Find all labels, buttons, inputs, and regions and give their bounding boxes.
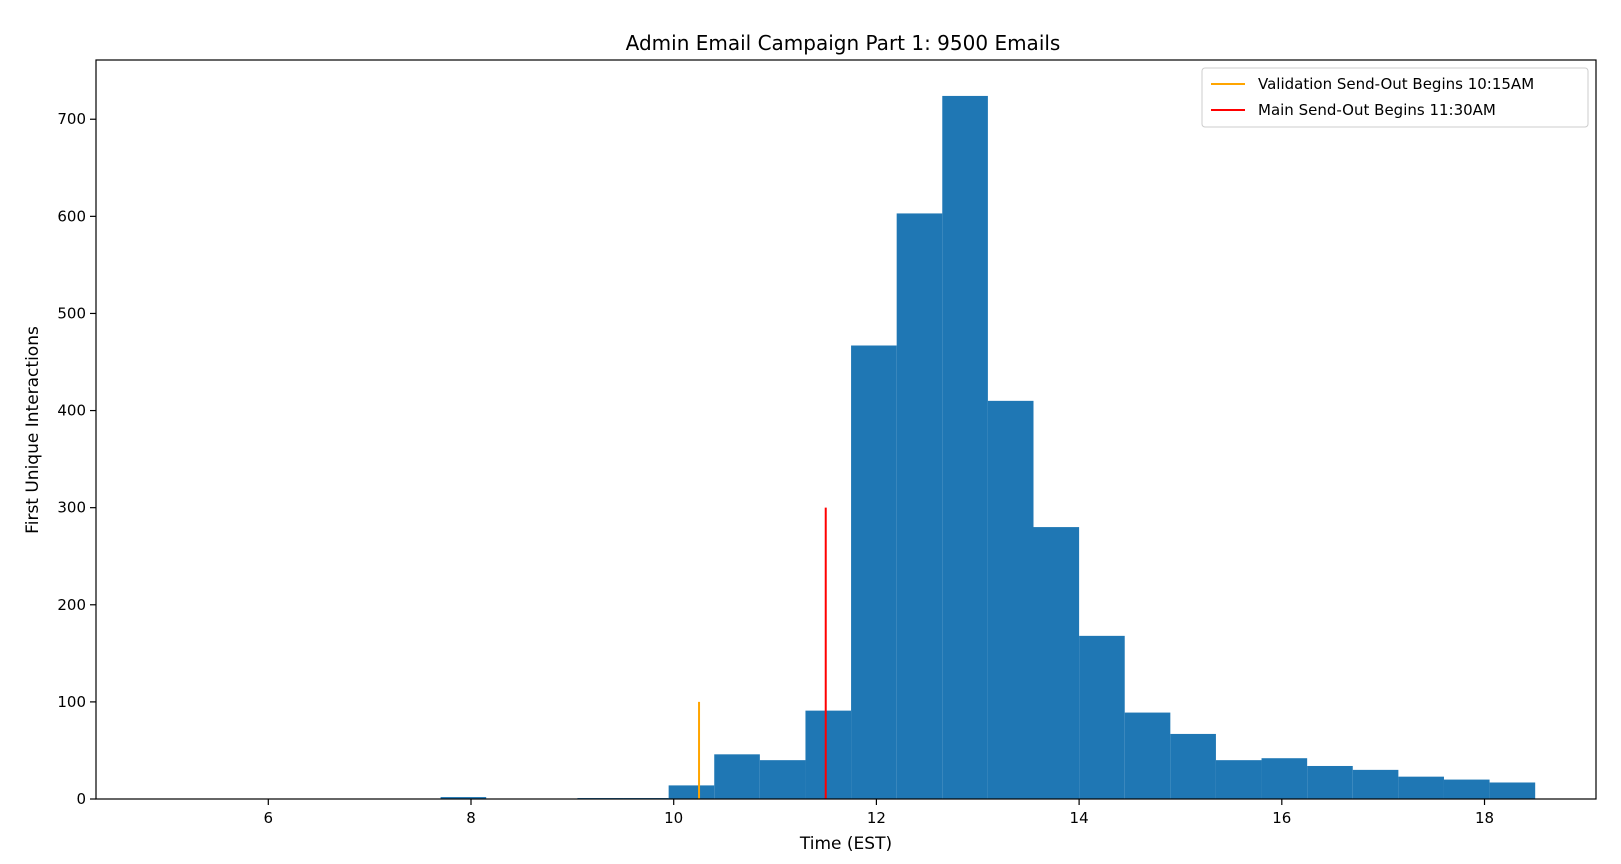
legend-label-0: Validation Send-Out Begins 10:15AM: [1258, 75, 1534, 93]
histogram-bar-9: [942, 95, 988, 800]
y-tick-label-4: 400: [57, 402, 86, 420]
histogram-bar-4: [714, 754, 760, 799]
x-axis-label: Time (EST): [799, 834, 892, 854]
histogram-bar-16: [1261, 758, 1308, 799]
legend-box: [1201, 67, 1589, 128]
x-tick-label-0: 6: [264, 809, 274, 827]
histogram-bar-10: [987, 400, 1034, 799]
x-tick-label-2: 10: [664, 809, 683, 827]
x-tick-label-3: 12: [867, 809, 886, 827]
legend-entries: Validation Send-Out Begins 10:15AM Main S…: [1211, 75, 1534, 119]
y-tick-label-1: 100: [57, 693, 86, 711]
histogram-bar-15: [1215, 760, 1262, 799]
histogram-bar-13: [1124, 712, 1171, 799]
x-tick-label-6: 18: [1475, 809, 1494, 827]
y-tick-label-5: 500: [57, 304, 86, 322]
vlines-layer: [698, 507, 827, 799]
histogram-bar-0: [440, 797, 487, 799]
y-axis-ticks: 0 100 200 300 400 500 600 700: [57, 110, 96, 808]
histogram-bar-6: [805, 710, 852, 799]
y-tick-label-2: 200: [57, 596, 86, 614]
plot-area: [96, 60, 1596, 799]
histogram-bar-18: [1352, 769, 1399, 799]
bars-layer: [440, 95, 1536, 800]
histogram-bar-3: [668, 785, 715, 799]
legend: Validation Send-Out Begins 10:15AM Main S…: [1201, 67, 1589, 128]
y-tick-label-6: 600: [57, 207, 86, 225]
y-tick-label-7: 700: [57, 110, 86, 128]
y-axis-label: First Unique Interactions: [23, 326, 43, 534]
x-tick-label-5: 16: [1272, 809, 1291, 827]
histogram-bar-8: [896, 213, 943, 799]
histogram-bar-17: [1307, 765, 1353, 799]
x-axis-ticks: 6 8 10 12 14 16 18: [264, 799, 1494, 827]
legend-label-1: Main Send-Out Begins 11:30AM: [1258, 101, 1496, 119]
histogram-bar-14: [1170, 733, 1216, 799]
chart-title: Admin Email Campaign Part 1: 9500 Emails: [626, 31, 1061, 55]
x-tick-label-4: 14: [1070, 809, 1089, 827]
y-tick-label-3: 300: [57, 499, 86, 517]
x-tick-label-1: 8: [466, 809, 476, 827]
plot-border: [95, 59, 1597, 800]
histogram-bar-11: [1033, 527, 1080, 799]
histogram-bar-19: [1398, 776, 1444, 799]
histogram-bar-7: [851, 345, 897, 799]
histogram-bar-12: [1079, 635, 1125, 799]
histogram-bar-21: [1489, 782, 1536, 799]
histogram-bar-5: [759, 760, 806, 799]
y-tick-label-0: 0: [76, 790, 86, 808]
histogram-bar-20: [1443, 779, 1490, 799]
